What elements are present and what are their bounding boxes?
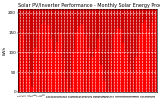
Bar [75, 32, 78, 92]
Y-axis label: kWh: kWh [3, 46, 7, 55]
Bar [69, 88, 72, 92]
Bar [25, 52, 28, 92]
Bar [125, 54, 128, 92]
Bar [119, 29, 122, 92]
Text: Solar PV/Inverter Performance - Monthly Solar Energy Production: Solar PV/Inverter Performance - Monthly … [18, 3, 160, 8]
Bar [110, 54, 112, 92]
Bar [116, 28, 119, 92]
Bar [154, 15, 156, 92]
Bar [147, 29, 150, 92]
Bar [37, 29, 40, 92]
Bar [50, 38, 53, 92]
Bar [107, 90, 109, 92]
Bar [28, 76, 31, 92]
Bar [19, 35, 21, 92]
Bar [72, 52, 75, 92]
Bar [129, 63, 131, 92]
Bar [122, 43, 125, 92]
Bar [31, 87, 34, 92]
Bar [97, 39, 100, 92]
Bar [34, 48, 37, 92]
Bar [81, 24, 84, 92]
Bar [104, 81, 106, 92]
Bar [47, 26, 50, 92]
Bar [22, 29, 24, 92]
Bar [41, 24, 43, 92]
Bar [78, 26, 81, 92]
Bar [151, 22, 153, 92]
Bar [63, 60, 65, 92]
Bar [66, 79, 68, 92]
Bar [53, 53, 56, 92]
Bar [141, 24, 144, 92]
Bar [44, 22, 46, 92]
Bar [138, 35, 141, 92]
Bar [135, 57, 137, 92]
Bar [85, 35, 87, 92]
Bar [60, 33, 62, 92]
Bar [132, 73, 134, 92]
Bar [91, 57, 94, 92]
Bar [94, 49, 97, 92]
Bar [113, 35, 116, 92]
Bar [88, 48, 90, 92]
Bar [56, 42, 59, 92]
Bar [100, 65, 103, 92]
Bar [144, 20, 147, 92]
